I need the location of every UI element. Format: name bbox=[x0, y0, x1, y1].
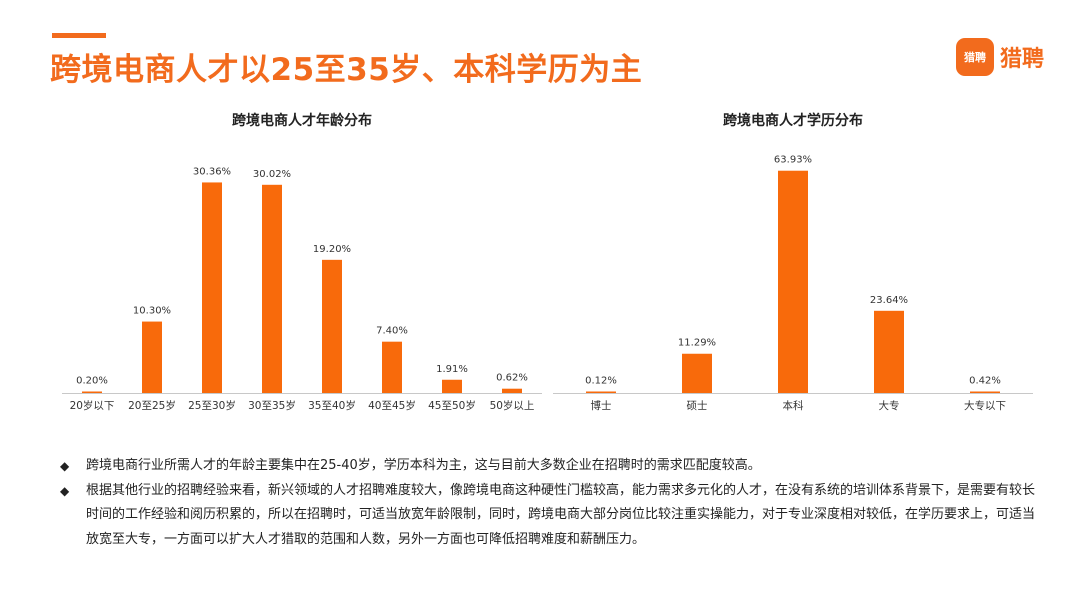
bullet-text: 跨境电商行业所需人才的年龄主要集中在25-40岁，学历本科为主，这与目前大多数企… bbox=[86, 458, 761, 473]
x-tick-label: 硕士 bbox=[687, 399, 708, 412]
x-tick-label: 大专以下 bbox=[964, 399, 1006, 412]
data-label: 0.20% bbox=[76, 376, 108, 387]
data-label: 10.30% bbox=[133, 306, 171, 317]
bar-0 bbox=[586, 391, 616, 393]
x-tick-label: 45至50岁 bbox=[428, 399, 476, 412]
diamond-bullet-icon: ◆ bbox=[60, 459, 70, 473]
x-tick-label: 50岁以上 bbox=[490, 399, 535, 412]
data-label: 23.64% bbox=[870, 295, 908, 306]
x-tick-label: 20岁以下 bbox=[70, 399, 115, 412]
data-label: 0.62% bbox=[496, 373, 528, 384]
bar-3 bbox=[874, 310, 904, 393]
data-label: 30.02% bbox=[253, 169, 291, 180]
x-tick-label: 35至40岁 bbox=[308, 399, 356, 412]
x-tick-label: 博士 bbox=[591, 399, 612, 412]
data-label: 7.40% bbox=[376, 326, 408, 337]
x-tick-label: 30至35岁 bbox=[248, 399, 296, 412]
x-tick-label: 大专 bbox=[879, 399, 900, 412]
bullet-item: ◆ 跨境电商行业所需人才的年龄主要集中在25-40岁，学历本科为主，这与目前大多… bbox=[60, 454, 1045, 479]
page-title: 跨境电商人才以25至35岁、本科学历为主 bbox=[50, 52, 643, 88]
bar-3 bbox=[262, 184, 282, 393]
bar-7 bbox=[502, 388, 522, 393]
bar-4 bbox=[970, 391, 1000, 393]
data-label: 30.36% bbox=[193, 166, 231, 177]
logo-icon: 猎聘 bbox=[955, 38, 994, 76]
bar-4 bbox=[322, 259, 342, 393]
brand-logo: 猎聘 猎聘 bbox=[955, 38, 1044, 76]
bar-6 bbox=[442, 379, 462, 393]
bar-2 bbox=[202, 182, 222, 393]
bullet-list: ◆ 跨境电商行业所需人才的年龄主要集中在25-40岁，学历本科为主，这与目前大多… bbox=[60, 454, 1045, 552]
bar-0 bbox=[82, 391, 102, 393]
logo-text: 猎聘 bbox=[999, 47, 1044, 72]
data-label: 1.91% bbox=[436, 364, 468, 375]
bar-2 bbox=[778, 170, 808, 393]
chart-title: 跨境电商人才学历分布 bbox=[723, 112, 863, 129]
data-label: 11.29% bbox=[678, 338, 716, 349]
bar-1 bbox=[682, 353, 712, 393]
bullet-item: ◆ 根据其他行业的招聘经验来看，新兴领域的人才招聘难度较大，像跨境电商这种硬性门… bbox=[60, 479, 1045, 553]
data-label: 0.12% bbox=[585, 376, 617, 387]
title-accent-bar bbox=[52, 33, 106, 38]
x-tick-label: 本科 bbox=[783, 399, 804, 412]
diamond-bullet-icon: ◆ bbox=[60, 483, 70, 498]
x-tick-label: 25至30岁 bbox=[188, 399, 236, 412]
bullet-text: 根据其他行业的招聘经验来看，新兴领域的人才招聘难度较大，像跨境电商这种硬性门槛较… bbox=[86, 482, 1036, 547]
chart-title: 跨境电商人才年龄分布 bbox=[232, 112, 372, 129]
bar-1 bbox=[142, 321, 162, 393]
data-label: 19.20% bbox=[313, 244, 351, 255]
data-label: 0.42% bbox=[969, 376, 1001, 387]
data-label: 63.93% bbox=[774, 155, 812, 166]
bar-5 bbox=[382, 341, 402, 393]
x-tick-label: 20至25岁 bbox=[128, 399, 176, 412]
x-tick-label: 40至45岁 bbox=[368, 399, 416, 412]
